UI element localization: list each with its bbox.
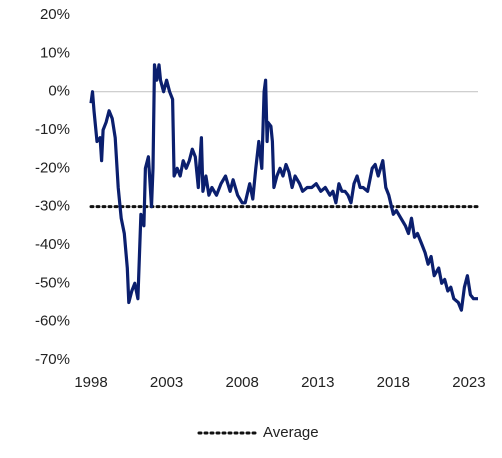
x-tick-label: 2008 bbox=[225, 374, 258, 391]
y-tick-label: -50% bbox=[35, 274, 70, 291]
x-tick-label: 2018 bbox=[377, 374, 410, 391]
y-tick-label: -10% bbox=[35, 121, 70, 138]
y-tick-label: -70% bbox=[35, 351, 70, 368]
y-tick-label: 0% bbox=[48, 83, 70, 100]
legend-label: Average bbox=[263, 424, 319, 441]
x-tick-label: 1998 bbox=[74, 374, 107, 391]
data-line bbox=[89, 63, 478, 312]
y-tick-label: -20% bbox=[35, 159, 70, 176]
y-tick-label: 20% bbox=[40, 6, 70, 23]
x-tick-label: 2023 bbox=[452, 374, 485, 391]
y-tick-label: -40% bbox=[35, 236, 70, 253]
y-tick-label: -60% bbox=[35, 313, 70, 330]
y-tick-label: -30% bbox=[35, 198, 70, 215]
x-tick-label: 2013 bbox=[301, 374, 334, 391]
y-tick-label: 10% bbox=[40, 44, 70, 61]
x-tick-label: 2003 bbox=[150, 374, 183, 391]
